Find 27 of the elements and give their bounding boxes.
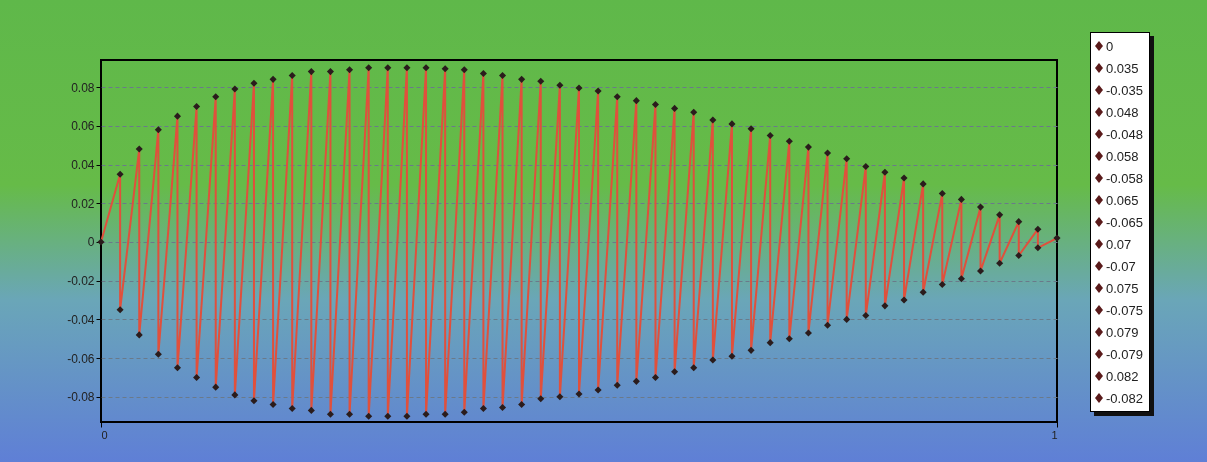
y-tick-label: -0.02 — [67, 274, 95, 289]
text: -0.07 — [1106, 258, 1136, 274]
text: -0.082 — [1106, 390, 1143, 406]
text: 0.065 — [1106, 192, 1139, 208]
text: -0.048 — [1106, 126, 1143, 142]
y-tick-label: 0.06 — [71, 119, 95, 134]
y-tick-label: 0.08 — [71, 80, 95, 95]
y-tick-label: 0.02 — [71, 196, 95, 211]
y-tick-label: -0.08 — [67, 390, 95, 405]
text: 0.058 — [1106, 148, 1139, 164]
text: 0.079 — [1106, 324, 1139, 340]
text: 0 — [1106, 38, 1114, 54]
text: -0.035 — [1106, 82, 1143, 98]
y-tick-label: 0 — [87, 235, 95, 250]
text: 0.082 — [1106, 368, 1139, 384]
text: -0.079 — [1106, 346, 1143, 362]
y-tick-label: 0.04 — [71, 158, 95, 173]
y-tick-label: -0.04 — [67, 312, 95, 327]
text: 0.07 — [1106, 236, 1132, 252]
text: 0.075 — [1106, 280, 1139, 296]
text: -0.075 — [1106, 302, 1143, 318]
text: 0.048 — [1106, 104, 1139, 120]
y-tick-label: -0.06 — [67, 351, 95, 366]
text: -0.065 — [1106, 214, 1143, 230]
text: -0.058 — [1106, 170, 1143, 186]
text: 0.035 — [1106, 60, 1139, 76]
x-tick-label: 1 — [1051, 428, 1058, 441]
